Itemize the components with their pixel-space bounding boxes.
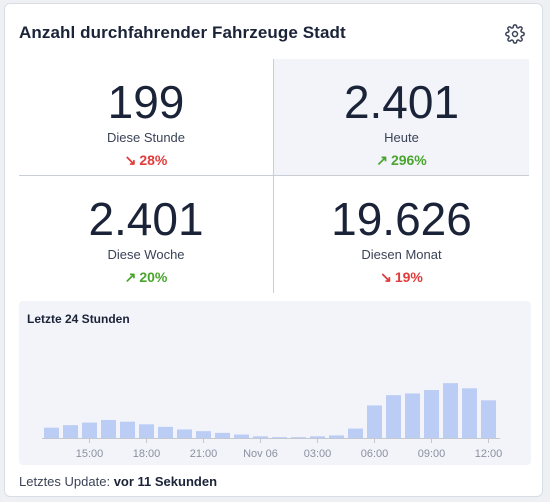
stat-label: Diese Woche xyxy=(107,247,185,262)
stat-value: 199 xyxy=(107,76,185,128)
chart-bar xyxy=(158,426,173,438)
stat-delta-value: 19% xyxy=(394,269,423,285)
stat-today: 2.401 Heute ↗ 296% xyxy=(274,59,529,176)
chart-bar xyxy=(82,422,97,438)
stats-card: Anzahl durchfahrender Fahrzeuge Stadt 19… xyxy=(4,3,543,497)
x-tick-label: 09:00 xyxy=(418,448,446,460)
stat-delta-value: 20% xyxy=(139,269,168,285)
chart-bar xyxy=(177,429,192,438)
gear-icon[interactable] xyxy=(505,24,525,44)
chart-bar xyxy=(44,427,59,438)
chart-bar xyxy=(272,437,287,438)
arrow-up-right-icon: ↗ xyxy=(376,152,388,168)
stat-delta: ↘ 28% xyxy=(19,152,273,169)
chart-bar xyxy=(196,431,211,438)
last-update-value: vor 11 Sekunden xyxy=(113,474,218,489)
x-tick-label: 18:00 xyxy=(133,448,161,460)
chart-bar xyxy=(405,393,420,438)
x-tick-label: 06:00 xyxy=(361,448,389,460)
chart-bar xyxy=(234,434,249,438)
arrow-up-right-icon: ↗ xyxy=(124,269,137,285)
stat-value: 19.626 xyxy=(331,193,472,245)
last-update-label: Letztes Update: xyxy=(19,474,111,489)
stats-grid: 199 Diese Stunde ↘ 28% 2.401 Heute ↗ 296% … xyxy=(19,59,531,294)
card-title: Anzahl durchfahrender Fahrzeuge Stadt xyxy=(19,23,346,42)
chart-bar xyxy=(443,383,458,438)
last-update: Letztes Update: vor 11 Sekunden xyxy=(19,474,217,489)
stat-label: Diese Stunde xyxy=(106,130,186,145)
stat-value: 2.401 xyxy=(88,193,204,245)
chart-panel: Letzte 24 Stunden 15:00 18:00 21:00 Nov 06 0… xyxy=(19,301,531,465)
chart-title: Letzte 24 Stunden xyxy=(27,312,130,326)
chart-bar xyxy=(253,436,268,438)
stat-value: 2.401 xyxy=(343,76,460,128)
arrow-down-right-icon: ↘ xyxy=(124,152,137,168)
chart-bar xyxy=(215,432,230,438)
chart-bar xyxy=(310,436,325,438)
stat-delta-value: 28% xyxy=(139,152,168,168)
chart-bar xyxy=(462,388,477,438)
chart-bar xyxy=(291,437,306,438)
chart-bar xyxy=(424,390,439,438)
x-tick-label: 21:00 xyxy=(190,448,218,460)
chart-bar xyxy=(63,425,78,438)
stat-delta: ↘ 19% xyxy=(274,269,529,286)
chart-bar xyxy=(120,421,135,438)
stat-delta: ↗ 296% xyxy=(274,152,529,169)
bar-chart: 15:00 18:00 21:00 Nov 06 03:00 06:00 09:00 12:0… xyxy=(42,383,503,460)
chart-bar xyxy=(367,405,382,438)
x-tick-label: 15:00 xyxy=(76,448,104,460)
chart-bar xyxy=(329,435,344,438)
stat-delta-value: 296% xyxy=(390,152,427,168)
stat-delta: ↗ 20% xyxy=(19,269,273,286)
stat-this-hour: 199 Diese Stunde ↘ 28% xyxy=(19,59,274,176)
x-tick-label: Nov 06 xyxy=(243,448,278,460)
chart-bar xyxy=(386,395,401,438)
x-tick-label: 03:00 xyxy=(304,448,332,460)
chart-bar xyxy=(101,420,116,438)
chart-bar xyxy=(139,424,154,438)
arrow-down-right-icon: ↘ xyxy=(380,269,392,285)
x-tick-label: 12:00 xyxy=(475,448,503,460)
stat-this-week: 2.401 Diese Woche ↗ 20% xyxy=(19,176,274,293)
chart-bar xyxy=(348,428,363,438)
chart-bar xyxy=(481,400,496,438)
stat-label: Diesen Monat xyxy=(361,247,442,262)
stat-this-month: 19.626 Diesen Monat ↘ 19% xyxy=(274,176,529,293)
stat-label: Heute xyxy=(384,130,419,145)
